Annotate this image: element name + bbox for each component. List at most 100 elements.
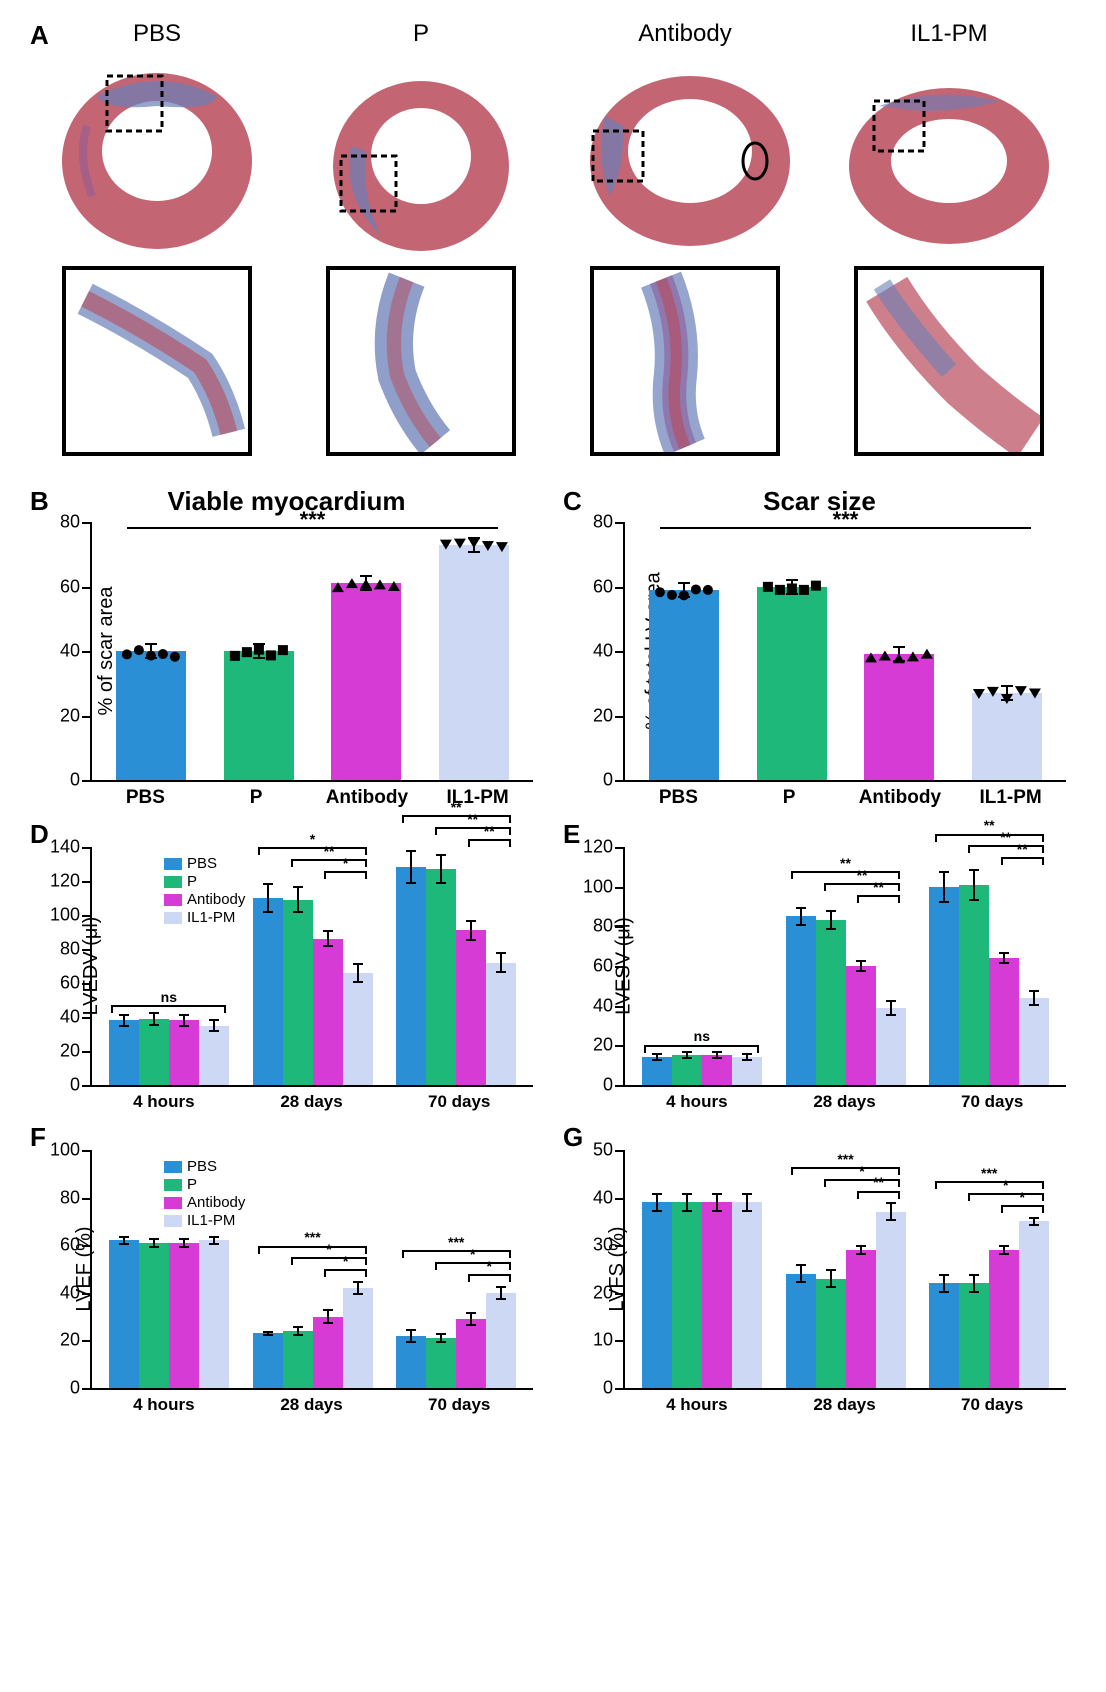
- ytick-label: 40: [60, 641, 80, 662]
- sig-text: *: [326, 1241, 331, 1257]
- sig-text: ***: [837, 1151, 853, 1167]
- bar-antibody: [313, 939, 343, 1085]
- legend-row: PBS: [164, 1158, 245, 1175]
- ytick: [615, 1245, 625, 1247]
- bar-antibody: [456, 930, 486, 1085]
- bar-il1-pm: [199, 1240, 229, 1388]
- ytick: [615, 716, 625, 718]
- data-point: [374, 580, 386, 590]
- panel-f-xlabels: 4 hours28 days70 days: [90, 1390, 533, 1415]
- ytick: [615, 926, 625, 928]
- error-bar: [943, 1274, 945, 1293]
- bar-il1-pm: [343, 973, 373, 1085]
- error-bar: [686, 1051, 688, 1059]
- ytick-label: 60: [60, 576, 80, 597]
- data-point: [482, 541, 494, 551]
- ytick: [82, 1340, 92, 1342]
- row-b-c: B Viable myocardium % of scar area 02040…: [30, 486, 1076, 809]
- ytick: [615, 587, 625, 589]
- error-bar: [410, 1329, 412, 1343]
- panel-e-label: E: [563, 819, 580, 850]
- error-bar: [410, 850, 412, 884]
- ytick: [82, 1017, 92, 1019]
- ytick-label: 20: [60, 1041, 80, 1062]
- data-point: [360, 579, 372, 589]
- bar-pbs: [253, 898, 283, 1085]
- ytick-label: 140: [50, 837, 80, 858]
- data-point: [973, 689, 985, 699]
- error-bar: [123, 1014, 125, 1028]
- row-f-g: F LVEF (%) PBSPAntibodyIL1-PM 0204060801…: [30, 1122, 1076, 1415]
- heart-zoom-pbs: [62, 266, 252, 456]
- sig-text: **: [1017, 841, 1028, 857]
- heart-section-pbs: [47, 56, 267, 256]
- data-point: [146, 651, 156, 661]
- sig-bracket: [291, 859, 367, 861]
- sig-text: **: [1000, 829, 1011, 845]
- bar-group: ns: [630, 847, 774, 1085]
- xlabel: 28 days: [771, 1087, 919, 1112]
- error-bar: [183, 1014, 185, 1028]
- bar-antibody: [864, 654, 934, 780]
- ytick: [615, 966, 625, 968]
- bar-pbs: [396, 867, 426, 1085]
- data-point: [667, 590, 677, 600]
- bar-p: [959, 1283, 989, 1388]
- heart-zoom-il1pm: [854, 266, 1044, 456]
- legend-swatch: [164, 858, 182, 870]
- sig-text: **: [873, 879, 884, 895]
- error-bar: [213, 1019, 215, 1033]
- panel-a-col-antibody: Antibody: [558, 20, 812, 456]
- error-bar: [500, 952, 502, 972]
- panel-a: A PBS: [30, 20, 1076, 456]
- xlabel: 70 days: [918, 1087, 1066, 1112]
- error-bar: [357, 1281, 359, 1295]
- sig-text: **: [873, 1174, 884, 1190]
- bar-p: [426, 869, 456, 1085]
- sig-bracket: [258, 1246, 367, 1248]
- bar-p: [139, 1243, 169, 1388]
- sig-text: **: [324, 843, 335, 859]
- bar-p: [672, 1055, 702, 1085]
- legend-swatch: [164, 1197, 182, 1209]
- data-point: [388, 581, 400, 591]
- bar-slot: [215, 522, 303, 780]
- panel-c-label: C: [563, 486, 582, 517]
- legend-row: IL1-PM: [164, 1212, 245, 1229]
- bar-antibody: [846, 966, 876, 1085]
- data-point: [763, 581, 773, 591]
- heart-section-antibody: [575, 56, 795, 256]
- ytick: [615, 651, 625, 653]
- bar-group: *****: [917, 1150, 1061, 1388]
- error-bar: [716, 1051, 718, 1059]
- panel-a-label: A: [30, 20, 49, 51]
- data-point: [799, 584, 809, 594]
- bar-group: [630, 1150, 774, 1388]
- sig-bracket: [324, 1269, 367, 1271]
- error-bar: [153, 1012, 155, 1026]
- sig-text: **: [484, 823, 495, 839]
- bar-il1-pm: [876, 1212, 906, 1388]
- scatter-points: [116, 648, 186, 658]
- error-bar: [830, 910, 832, 930]
- ytick: [615, 780, 625, 782]
- sig-bracket: [258, 847, 367, 849]
- bar-slot: [323, 522, 411, 780]
- bar-slot: [963, 522, 1051, 780]
- legend-row: Antibody: [164, 891, 245, 908]
- error-bar: [1003, 1245, 1005, 1255]
- bar-p: [283, 900, 313, 1085]
- bar-slot: [430, 522, 518, 780]
- panel-b: B Viable myocardium % of scar area 02040…: [30, 486, 543, 809]
- xlabel: 4 hours: [90, 1390, 238, 1415]
- legend-row: Antibody: [164, 1194, 245, 1211]
- bar-il1-pm: [732, 1202, 762, 1388]
- bar-pbs: [929, 887, 959, 1085]
- xlabel: 28 days: [238, 1087, 386, 1112]
- ytick: [82, 1388, 92, 1390]
- bar-antibody: [702, 1055, 732, 1085]
- error-bar: [123, 1236, 125, 1246]
- xlabel: 70 days: [918, 1390, 1066, 1415]
- sig-bracket: [468, 839, 511, 841]
- bar-antibody: [702, 1202, 732, 1388]
